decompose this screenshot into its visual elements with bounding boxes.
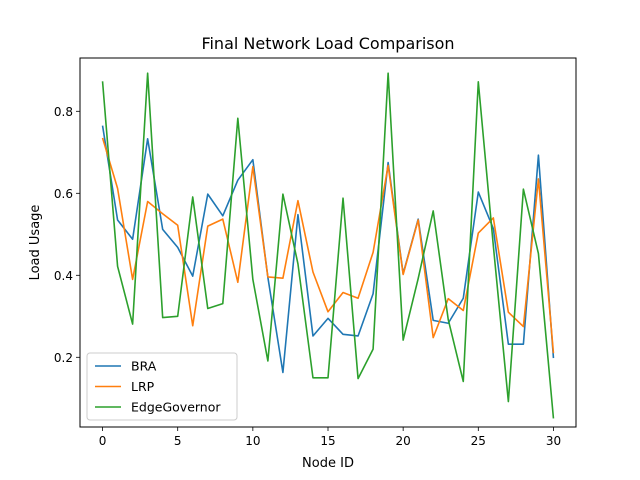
legend-box [86, 352, 238, 421]
x-tick-label: 0 [99, 434, 107, 448]
y-tick-label: 0.4 [54, 269, 73, 283]
x-tick-label: 25 [471, 434, 486, 448]
y-axis-ticks: 0.2 0.4 0.6 0.8 [54, 105, 80, 365]
y-tick-label: 0.2 [54, 351, 73, 365]
plot-lines [101, 72, 555, 419]
x-axis-ticks: 0 5 10 15 20 25 30 [99, 427, 561, 448]
chart-title: Final Network Load Comparison [201, 34, 454, 53]
x-axis-label: Node ID [302, 456, 354, 471]
legend-label: BRA [131, 359, 157, 374]
x-tick-label: 5 [174, 434, 182, 448]
legend-label: EdgeGovernor [131, 400, 221, 415]
y-tick-label: 0.8 [54, 105, 73, 119]
y-tick-label: 0.6 [54, 187, 73, 201]
plot-frame [79, 57, 577, 428]
x-tick-label: 30 [546, 434, 561, 448]
series-line-1 [101, 137, 555, 354]
legend: BRA LRP EdgeGovernor [86, 352, 238, 421]
x-tick-label: 15 [320, 434, 335, 448]
legend-label: LRP [131, 379, 155, 394]
series-line-2 [101, 72, 555, 419]
x-tick-label: 10 [245, 434, 260, 448]
x-tick-label: 20 [396, 434, 411, 448]
series-line-0 [101, 125, 555, 374]
y-axis-label: Load Usage [28, 205, 43, 281]
